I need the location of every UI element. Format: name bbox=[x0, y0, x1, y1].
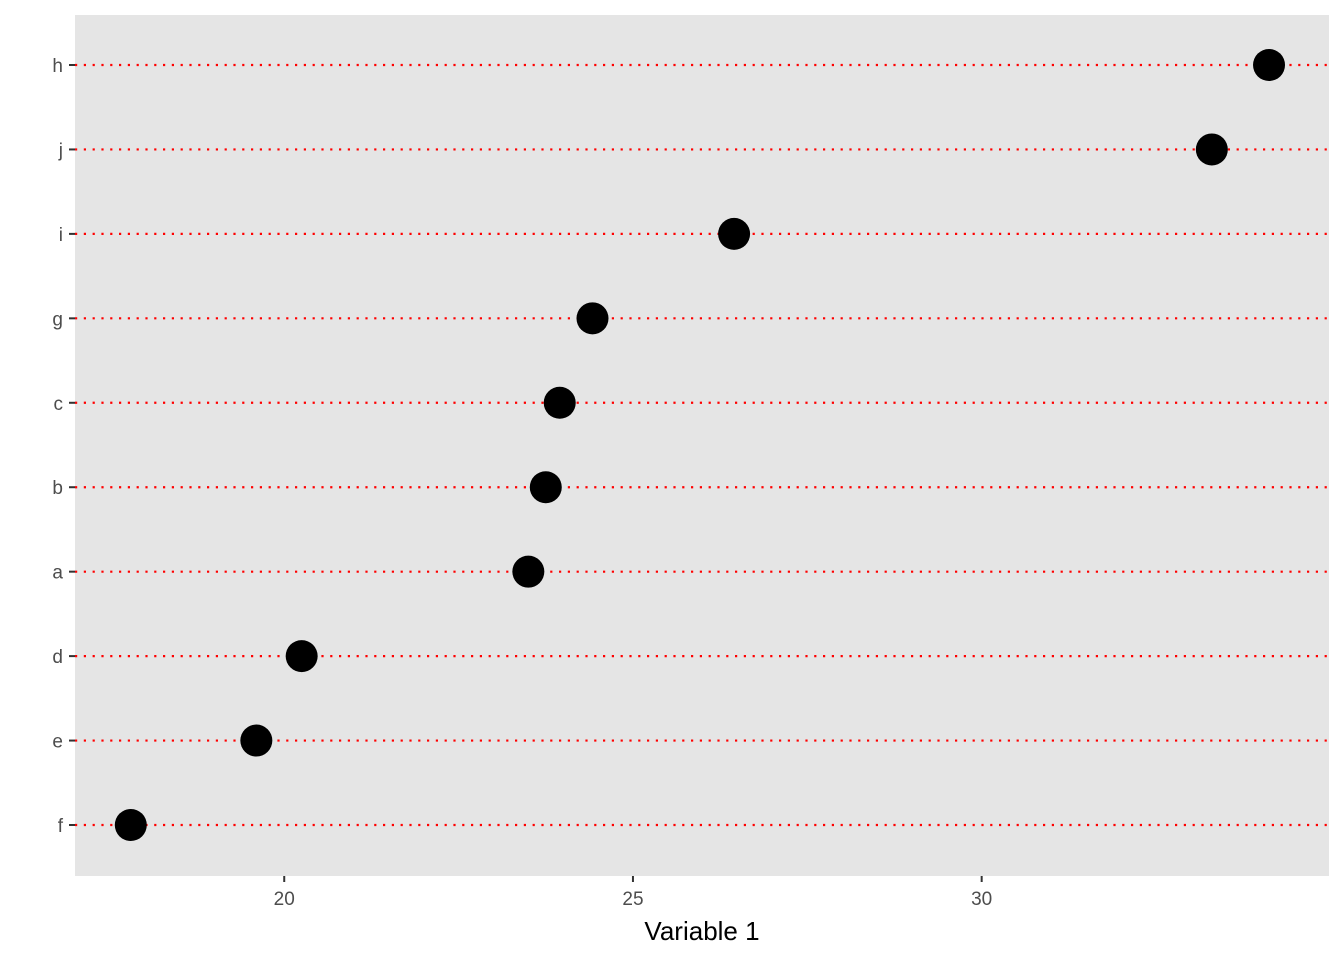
point-i bbox=[718, 217, 751, 250]
y-tick-label-c: c bbox=[54, 394, 64, 415]
y-axis-ticks: f e d a b c g i j h bbox=[52, 56, 75, 837]
y-tick-label-g: g bbox=[52, 309, 63, 330]
x-tick-label-20: 20 bbox=[274, 889, 295, 910]
x-axis-ticks: 20 25 30 bbox=[274, 876, 992, 910]
point-a bbox=[512, 555, 545, 588]
point-c bbox=[543, 386, 576, 419]
y-tick-label-i: i bbox=[59, 225, 63, 246]
point-f bbox=[114, 809, 147, 841]
point-e bbox=[240, 724, 273, 757]
y-tick-label-f: f bbox=[58, 816, 64, 837]
point-b bbox=[529, 471, 562, 504]
point-g bbox=[576, 302, 609, 335]
y-tick-label-b: b bbox=[52, 478, 63, 499]
plot-panel bbox=[75, 15, 1329, 876]
data-points bbox=[114, 49, 1286, 841]
y-tick-label-h: h bbox=[52, 56, 63, 77]
y-tick-label-a: a bbox=[52, 563, 63, 584]
point-h bbox=[1253, 49, 1286, 81]
x-axis-title: Variable 1 bbox=[644, 916, 759, 946]
point-j bbox=[1195, 133, 1228, 166]
x-tick-label-30: 30 bbox=[971, 889, 992, 910]
y-tick-label-e: e bbox=[52, 732, 63, 753]
y-tick-label-j: j bbox=[58, 140, 63, 161]
guide-lines bbox=[75, 63, 1329, 827]
point-d bbox=[285, 640, 318, 673]
y-tick-label-d: d bbox=[52, 647, 63, 668]
x-tick-label-25: 25 bbox=[622, 889, 643, 910]
